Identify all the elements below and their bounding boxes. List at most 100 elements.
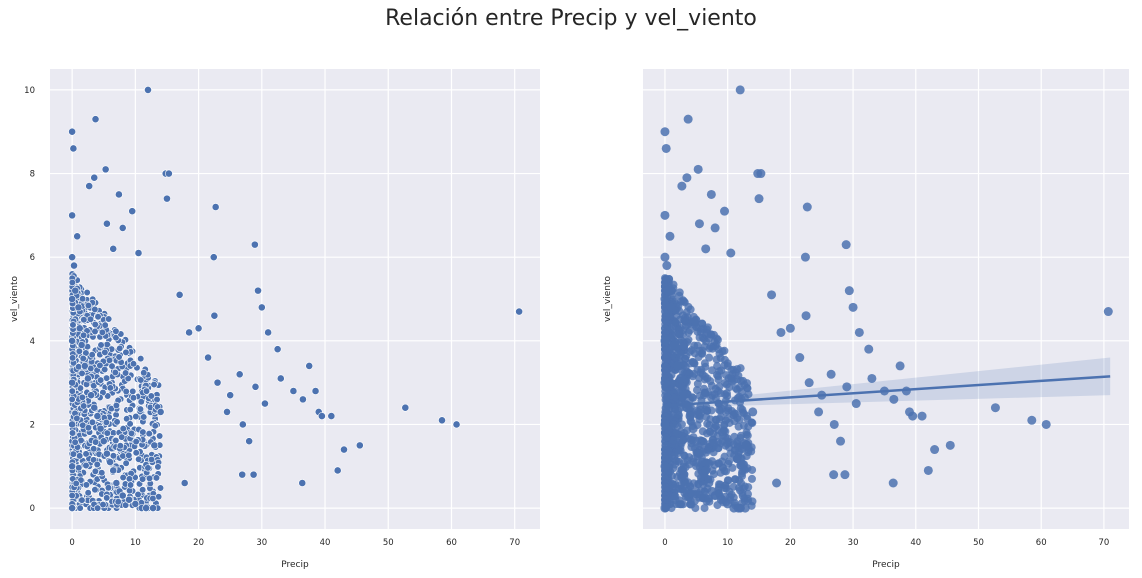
scatter-point (727, 366, 736, 375)
scatter-point (660, 127, 670, 137)
scatter-point (118, 433, 126, 441)
scatter-point (705, 440, 714, 449)
scatter-point (137, 376, 145, 384)
scatter-point (145, 430, 153, 438)
scatter-point (708, 466, 717, 475)
scatter-point (721, 481, 730, 490)
scatter-point (677, 465, 686, 474)
scatter-point (836, 436, 846, 446)
scatter-point (91, 115, 100, 124)
scatter-point (661, 329, 670, 338)
scatter-point (99, 500, 107, 509)
scatter-point (147, 392, 155, 400)
scatter-point (710, 223, 720, 233)
scatter-point (663, 351, 672, 360)
regression-line (664, 375, 1111, 407)
scatter-point (80, 316, 88, 324)
scatter-point (85, 182, 94, 190)
x-tick-label: 40 (910, 538, 921, 548)
scatter-point (683, 114, 693, 124)
scatter-point (132, 438, 140, 446)
scatter-point (125, 495, 133, 504)
scatter-point (667, 323, 677, 333)
scatter-point (917, 411, 927, 421)
scatter-point (106, 458, 114, 466)
scatter-point (923, 465, 933, 475)
scatter-point (452, 420, 461, 429)
scatter-point (729, 482, 738, 491)
scatter-point (721, 371, 730, 380)
scatter-point (209, 253, 218, 262)
scatter-point (213, 378, 222, 387)
scatter-point (75, 363, 83, 371)
scatter-point (700, 391, 709, 400)
scatter-point (675, 288, 684, 297)
scatter-point (84, 489, 92, 497)
scatter-point (150, 380, 158, 389)
scatter-point (137, 398, 145, 406)
scatter-point (660, 252, 670, 262)
scatter-point (692, 406, 701, 415)
scatter-point (115, 190, 123, 199)
scatter-point (251, 382, 260, 391)
scatter-point (175, 290, 184, 299)
scatter-point (438, 416, 446, 425)
scatter-point (679, 390, 689, 400)
x-tick-label: 10 (130, 538, 141, 548)
scatter-point (693, 341, 702, 350)
x-tick-label: 20 (785, 538, 796, 548)
scatter-point (800, 252, 810, 262)
scatter-point (90, 173, 99, 182)
x-tick-label: 60 (1036, 538, 1047, 548)
scatter-point (842, 382, 852, 392)
scatter-point (864, 344, 874, 354)
scatter-point (660, 503, 670, 513)
scatter-point (756, 169, 766, 179)
scatter-point (721, 416, 730, 425)
scatter-point (685, 411, 695, 421)
scatter-point (679, 342, 688, 351)
scatter-point (68, 462, 77, 471)
scatter-point (662, 363, 671, 372)
scatter-point (71, 438, 79, 446)
scatter-point (669, 436, 678, 445)
scatter-point (261, 399, 269, 408)
x-tick-label: 20 (193, 538, 204, 548)
scatter-point (257, 303, 266, 312)
scatter-point (145, 474, 154, 482)
scatter-point (78, 393, 86, 401)
scatter-point (154, 463, 162, 471)
scatter-point (91, 467, 99, 475)
scatter-point (144, 86, 152, 94)
confidence-band (664, 357, 1111, 408)
scatter-point (84, 374, 92, 383)
scatter-point (88, 351, 96, 359)
scatter-point (688, 424, 698, 434)
scatter-point (112, 401, 120, 410)
scatter-point (712, 355, 721, 364)
scatter-point (116, 442, 124, 450)
scatter-point (91, 486, 99, 494)
scatter-point (142, 504, 151, 512)
scatter-point (84, 424, 93, 432)
scatter-point (895, 361, 905, 371)
scatter-point (226, 391, 235, 400)
x-axis-label: Precip (872, 560, 900, 570)
scatter-point (663, 392, 672, 401)
scatter-point (785, 323, 795, 333)
scatter-point (675, 457, 684, 466)
y-tick-label: 2 (30, 420, 35, 430)
scatter-point (694, 449, 704, 459)
scatter-point (662, 495, 671, 504)
scatter-point (747, 418, 756, 427)
scatter-point (730, 417, 739, 426)
scatter-point (722, 380, 731, 389)
scatter-point (829, 419, 839, 429)
scatter-point (854, 327, 864, 337)
y-axis-label: vel_viento (10, 276, 20, 322)
scatter-point (709, 448, 718, 457)
scatter-point (733, 503, 743, 513)
scatter-point (87, 391, 95, 400)
scatter-point (276, 374, 285, 383)
scatter-point (245, 437, 254, 446)
